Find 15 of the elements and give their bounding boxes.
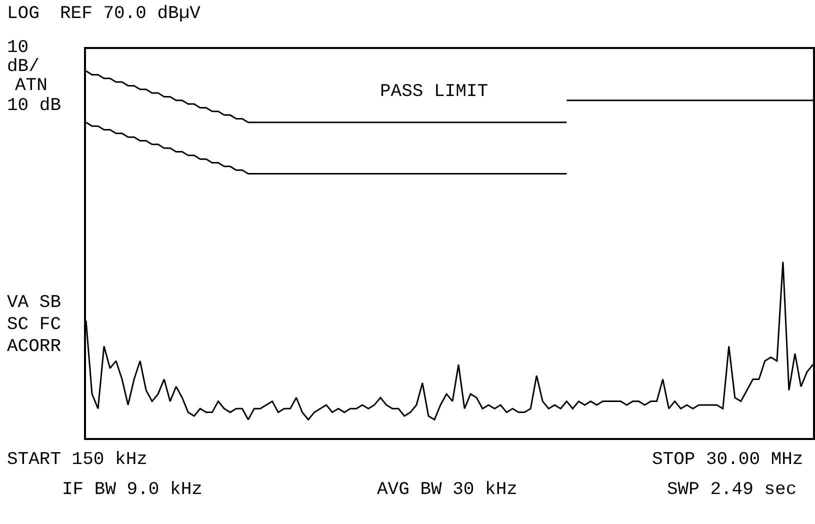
text: ATN: [15, 76, 48, 96]
text: 10: [7, 38, 29, 58]
annotation: PASS LIMIT: [380, 82, 488, 102]
text: STOP 30.00 MHz: [652, 450, 804, 470]
text: IF BW 9.0 kHz: [62, 480, 202, 500]
text: 10 dB: [7, 96, 62, 116]
text: SWP 2.49 sec: [667, 480, 797, 500]
text: SC FC: [7, 315, 62, 335]
text: VA SB: [7, 293, 62, 313]
text: dB/: [7, 57, 40, 77]
text: AVG BW 30 kHz: [377, 480, 518, 500]
text: START 150 kHz: [7, 450, 148, 470]
text: LOG: [7, 4, 40, 24]
text: REF 70.0 dBµV: [60, 4, 201, 24]
text: ACORR: [7, 337, 62, 357]
